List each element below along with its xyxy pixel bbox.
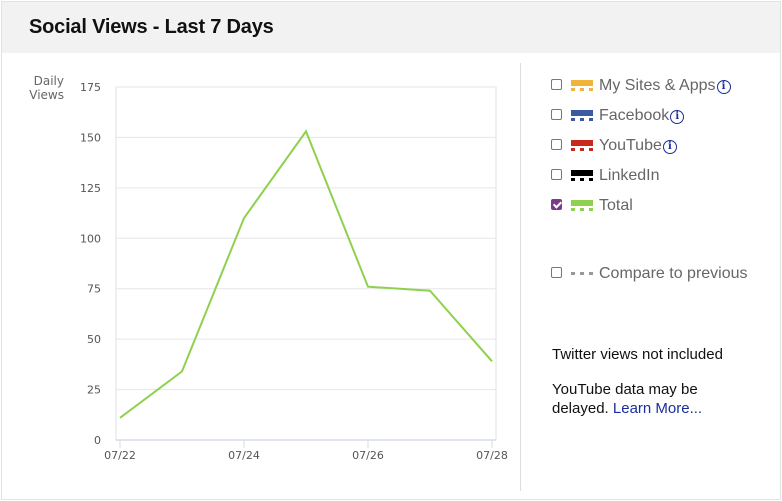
y-tick-label: 100 (80, 232, 101, 245)
legend-label: YouTube i (599, 136, 677, 156)
y-axis-label: Daily Views (24, 74, 64, 102)
line-swatch-icon (571, 110, 593, 122)
legend-item-total[interactable]: Total (551, 196, 731, 226)
y-tick-label: 25 (87, 384, 101, 397)
dotted-line-icon (571, 272, 593, 275)
compare-checkbox[interactable] (551, 267, 562, 278)
legend-item-my-sites-apps[interactable]: My Sites & Apps i (551, 76, 731, 106)
card-title: Social Views - Last 7 Days (29, 16, 274, 38)
vertical-divider (520, 63, 521, 491)
plot-area (115, 86, 497, 441)
line-swatch-icon (571, 80, 593, 92)
y-tick-label: 75 (87, 283, 101, 296)
legend-checkbox[interactable] (551, 169, 562, 180)
legend-checkbox[interactable] (551, 199, 562, 210)
legend-label-text: Facebook (599, 107, 670, 124)
series-line-total[interactable] (119, 129, 493, 419)
y-tick-label: 50 (87, 333, 101, 346)
youtube-note: YouTube data may be delayed. Learn More.… (552, 380, 752, 418)
line-swatch-icon (571, 170, 593, 182)
info-icon[interactable]: i (716, 80, 731, 94)
y-tick-label: 125 (80, 182, 101, 195)
card-header: Social Views - Last 7 Days (2, 2, 780, 53)
legend-label: My Sites & Apps i (599, 76, 731, 96)
line-swatch-icon (571, 200, 593, 212)
learn-more-link[interactable]: Learn More... (612, 400, 703, 417)
legend-label-text: LinkedIn (599, 167, 660, 184)
y-tick-label: 0 (94, 434, 101, 447)
line-swatch-icon (571, 140, 593, 152)
y-axis-label-line2: Views (29, 88, 64, 102)
legend-label-text: Total (599, 197, 633, 214)
youtube-note-text: YouTube data may be delayed. (552, 381, 698, 417)
twitter-note: Twitter views not included (552, 346, 723, 363)
x-tick-label: 07/26 (352, 449, 384, 462)
compare-label: Compare to previous (599, 265, 748, 282)
legend-item-facebook[interactable]: Facebook i (551, 106, 731, 136)
legend-label: LinkedIn (599, 166, 660, 186)
legend-item-linkedin[interactable]: LinkedIn (551, 166, 731, 196)
y-tick-label: 175 (80, 81, 101, 94)
chart-legend: My Sites & Apps i Facebook i YouTube i LinkedI… (551, 76, 731, 226)
y-axis-label-line1: Daily (33, 74, 64, 88)
line-chart: 0 25 50 75 100 125 150 175 07/22 07/24 07/26 07/28 (80, 81, 508, 462)
legend-item-youtube[interactable]: YouTube i (551, 136, 731, 166)
y-tick-label: 150 (80, 131, 101, 144)
legend-checkbox[interactable] (551, 79, 562, 90)
x-tick-label: 07/22 (104, 449, 136, 462)
x-tick-label: 07/24 (228, 449, 260, 462)
x-tick-label: 07/28 (476, 449, 508, 462)
legend-label: Total (599, 196, 633, 216)
legend-checkbox[interactable] (551, 109, 562, 120)
legend-label: Facebook i (599, 106, 685, 126)
info-icon[interactable]: i (662, 140, 677, 154)
legend-checkbox[interactable] (551, 139, 562, 150)
info-icon[interactable]: i (670, 110, 685, 124)
legend-label-text: My Sites & Apps (599, 77, 716, 94)
legend-label-text: YouTube (599, 137, 662, 154)
compare-to-previous-toggle[interactable]: Compare to previous (551, 264, 748, 284)
